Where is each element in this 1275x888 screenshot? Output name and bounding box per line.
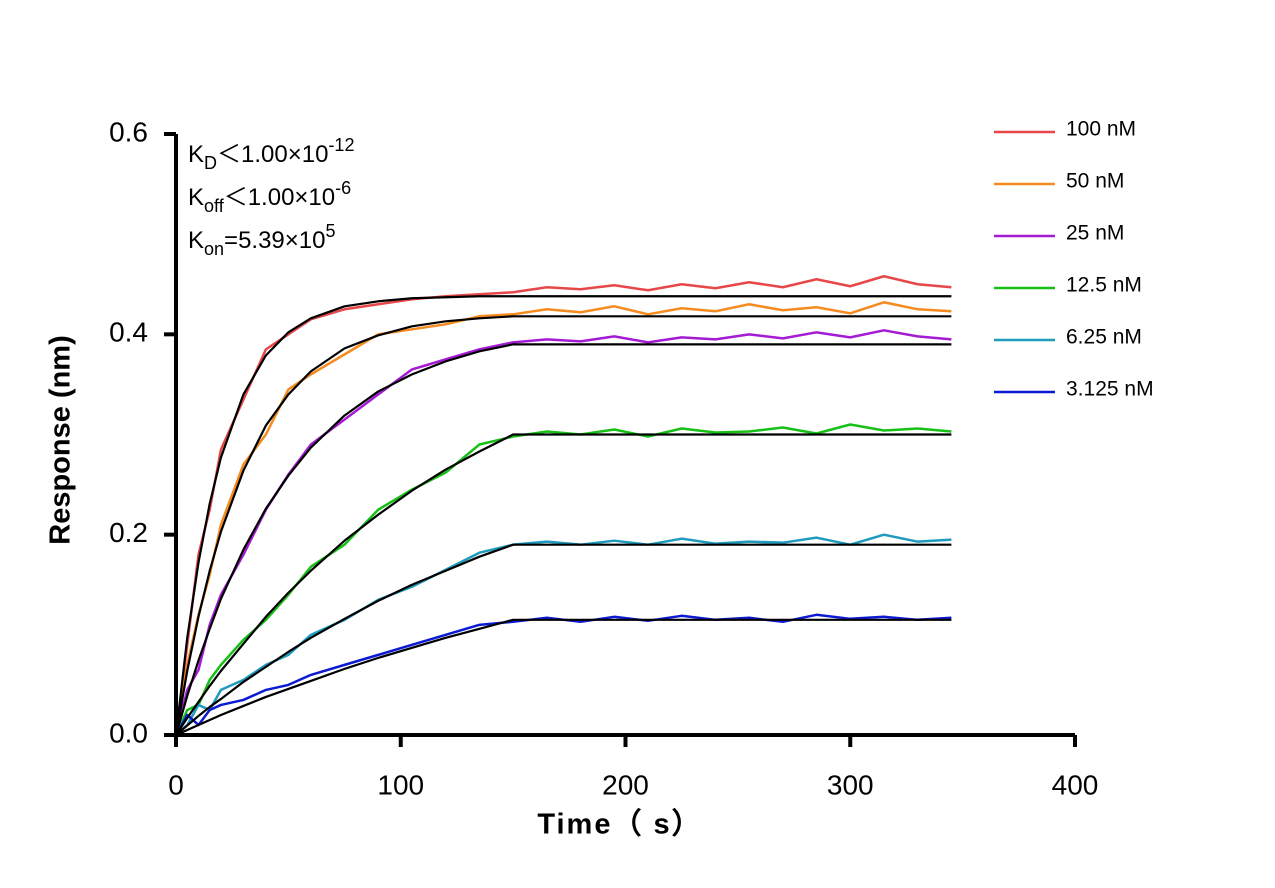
data-line — [175, 433, 952, 736]
annotation-text: =5.39×10 — [224, 227, 325, 254]
x-axis-title: Time（ s） — [537, 808, 702, 841]
annotation-symbol: K — [188, 141, 204, 168]
annotation-subscript: off — [204, 196, 225, 216]
legend-label: 100 nM — [1066, 118, 1136, 141]
data-line — [174, 295, 952, 736]
annotation-subscript: D — [204, 153, 217, 173]
legend-label: 3.125 nM — [1066, 378, 1154, 401]
y-tick-label: 0.6 — [109, 116, 148, 147]
data-line — [175, 618, 952, 737]
data-line — [174, 301, 952, 736]
annotation-superscript: -12 — [328, 135, 354, 155]
annotation: Koff＜1.00×10-6 — [188, 178, 351, 216]
annotation-symbol: K — [188, 227, 204, 254]
annotation-subscript: on — [204, 239, 224, 259]
annotation-text: ＜1.00×10 — [224, 184, 335, 211]
annotation-superscript: 5 — [325, 221, 335, 241]
annotation-superscript: -6 — [335, 178, 351, 198]
x-tick-label: 0 — [168, 769, 184, 800]
y-tick-label: 0.0 — [109, 717, 148, 748]
legend-label: 25 nM — [1066, 222, 1124, 245]
y-tick-label: 0.2 — [109, 517, 148, 548]
legend-label: 12.5 nM — [1066, 274, 1142, 297]
data-line — [174, 315, 952, 736]
legend-label: 6.25 nM — [1066, 326, 1142, 349]
x-tick-label: 200 — [602, 769, 649, 800]
data-line — [174, 423, 952, 736]
annotation-symbol: K — [188, 184, 204, 211]
x-tick-label: 400 — [1052, 769, 1099, 800]
data-line — [174, 613, 952, 736]
legend-label: 50 nM — [1066, 170, 1124, 193]
x-tick-label: 300 — [827, 769, 874, 800]
data-line — [175, 533, 952, 736]
annotation: Kon=5.39×105 — [188, 221, 336, 259]
x-tick-label: 100 — [377, 769, 424, 800]
annotation-text: ＜1.00×10 — [217, 141, 328, 168]
data-line — [174, 343, 952, 736]
y-tick-label: 0.4 — [109, 317, 148, 348]
data-line — [175, 543, 952, 736]
annotation: KD＜1.00×10-12 — [188, 135, 354, 173]
y-axis-title: Response (nm) — [45, 335, 77, 544]
